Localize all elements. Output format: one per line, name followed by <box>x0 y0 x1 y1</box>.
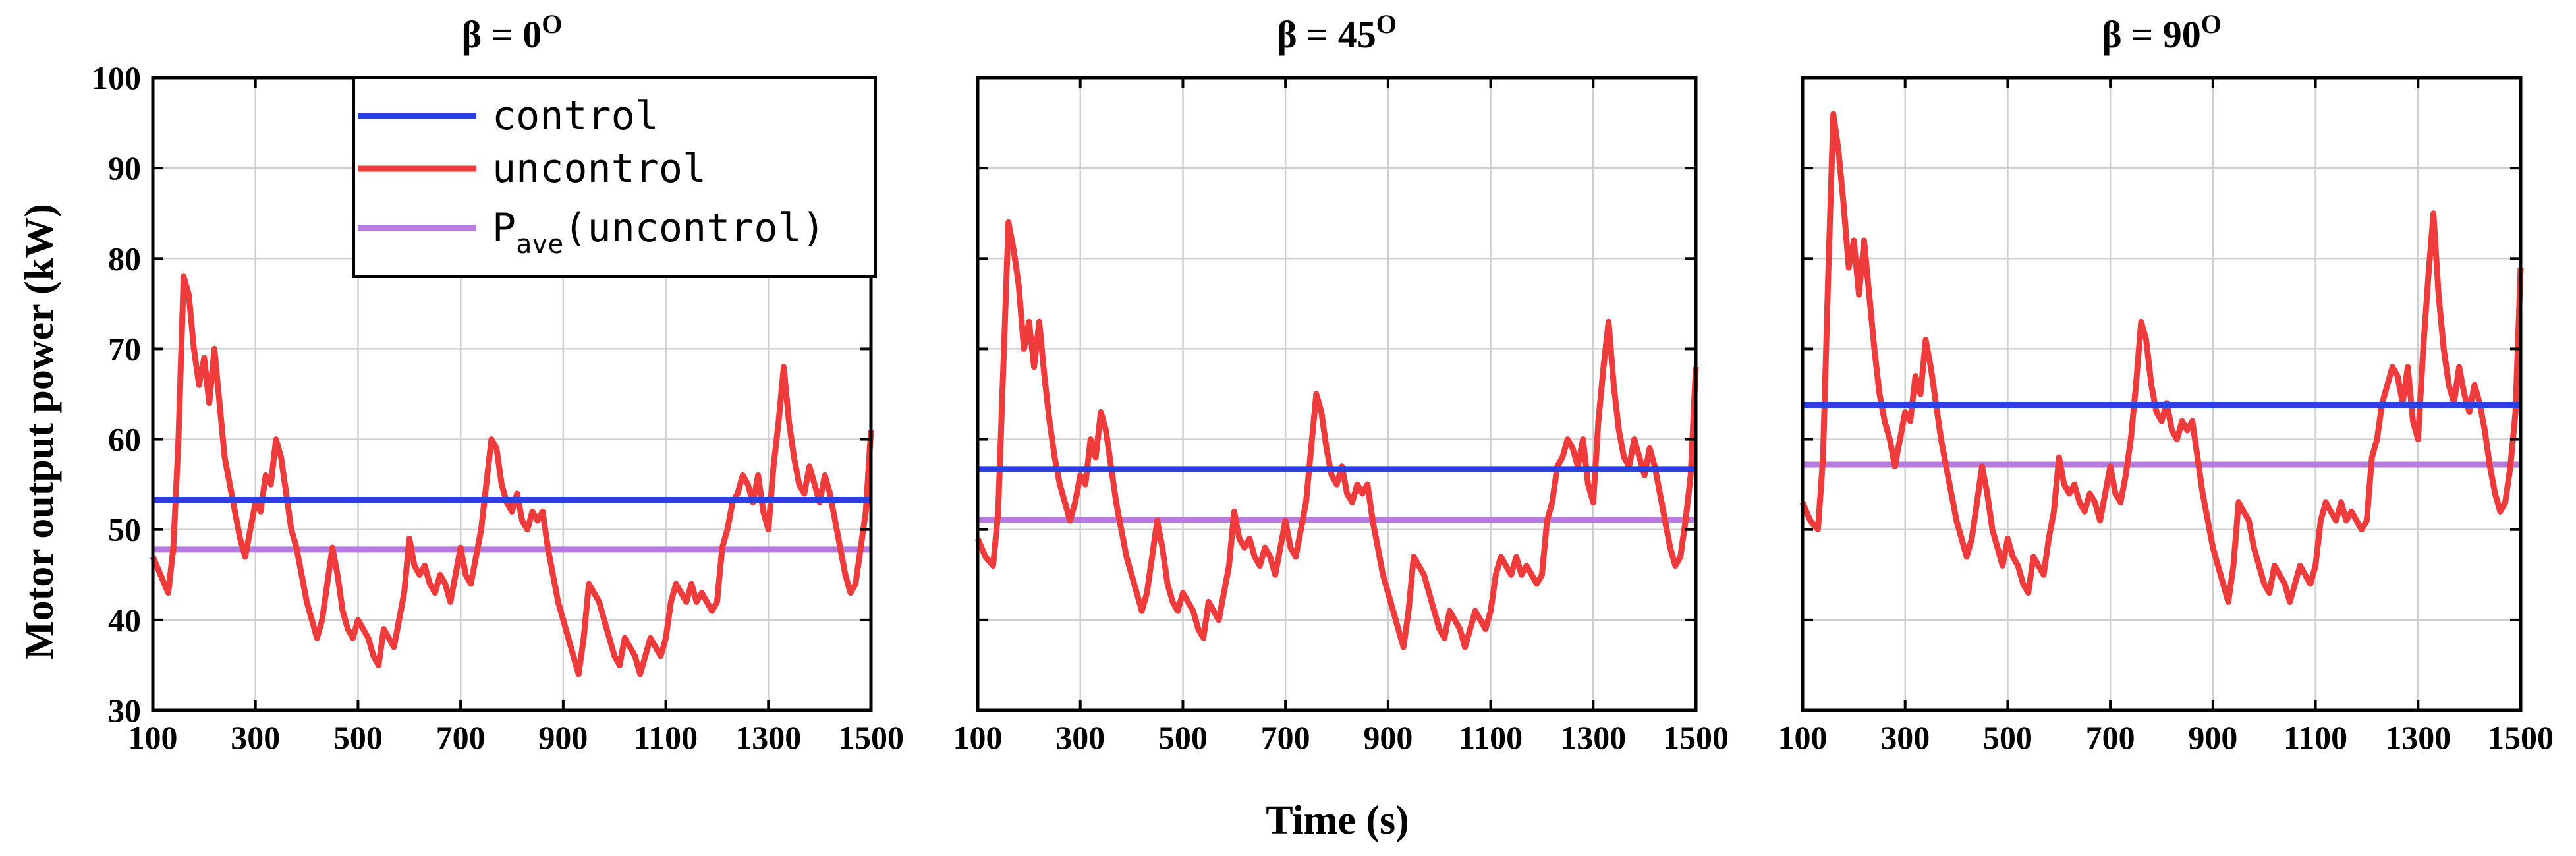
x-tick-label: 1100 <box>2283 719 2347 756</box>
panel-2: 100 300 500 700 900 1100 1300 1500 β = 45O <box>953 9 1729 756</box>
x-axis-label: Time (s) <box>1266 798 1409 843</box>
legend: control uncontrol Pave(uncontrol) <box>352 76 877 278</box>
x-tick-label: 700 <box>436 719 486 756</box>
y-tick-label: 30 <box>108 692 141 729</box>
x-tick-label: 500 <box>1158 719 1208 756</box>
x-tick-label: 1100 <box>634 719 698 756</box>
x-tick-label: 500 <box>1983 719 2032 756</box>
legend-box <box>352 76 877 278</box>
x-tick-label: 1500 <box>2488 719 2554 756</box>
x-tick-label: 700 <box>1261 719 1310 756</box>
uncontrol-series-line <box>974 219 1699 650</box>
y-tick-label: 70 <box>108 330 141 367</box>
x-tick-label: 100 <box>953 719 1003 756</box>
x-tick-label: 700 <box>2086 719 2135 756</box>
uncontrol-series-line <box>1799 111 2524 605</box>
legend-entry: uncontrol <box>358 146 706 192</box>
y-tick-label: 100 <box>92 59 141 96</box>
y-tick-label: 40 <box>108 602 141 639</box>
legend-label: control <box>492 93 659 139</box>
panel-title: β = 90O <box>2102 9 2222 56</box>
x-tick-label: 300 <box>231 719 280 756</box>
x-tick-label: 100 <box>1778 719 1828 756</box>
x-tick-label: 1500 <box>1663 719 1729 756</box>
panel-title: β = 45O <box>1277 9 1397 56</box>
x-tick-label: 1100 <box>1459 719 1523 756</box>
y-tick-label: 50 <box>108 511 141 548</box>
x-tick-label: 900 <box>1363 719 1413 756</box>
y-tick-label: 80 <box>108 240 141 277</box>
legend-label: uncontrol <box>492 146 706 192</box>
x-tick-label: 1300 <box>1560 719 1626 756</box>
x-tick-label: 900 <box>538 719 588 756</box>
panel-3: 100 300 500 700 900 1100 1300 1500 β = 90O <box>1778 9 2554 756</box>
panel-title: β = 0O <box>462 9 563 56</box>
x-tick-label: 500 <box>333 719 383 756</box>
legend-label: Pave(uncontrol) <box>492 205 826 260</box>
y-tick-label: 90 <box>108 150 141 186</box>
x-tick-label: 100 <box>128 719 178 756</box>
plot-frame <box>1801 76 2523 712</box>
x-tick-label: 1300 <box>2385 719 2451 756</box>
x-tick-label: 1300 <box>735 719 801 756</box>
uncontrol-series-line <box>150 273 874 677</box>
chart-panels: 100 300 500 700 900 1100 1300 1500 30 40 50 60 70 80 9… <box>92 9 2554 756</box>
plot-frame <box>976 76 1698 712</box>
y-axis-label: Motor output power (kW) <box>17 204 62 660</box>
x-tick-label: 1500 <box>838 719 904 756</box>
x-tick-label: 900 <box>2188 719 2237 756</box>
x-tick-label: 300 <box>1880 719 1930 756</box>
legend-entry: Pave(uncontrol) <box>358 205 826 260</box>
x-tick-label: 300 <box>1055 719 1105 756</box>
legend-entry: control <box>358 93 659 139</box>
y-tick-label: 60 <box>108 421 141 458</box>
